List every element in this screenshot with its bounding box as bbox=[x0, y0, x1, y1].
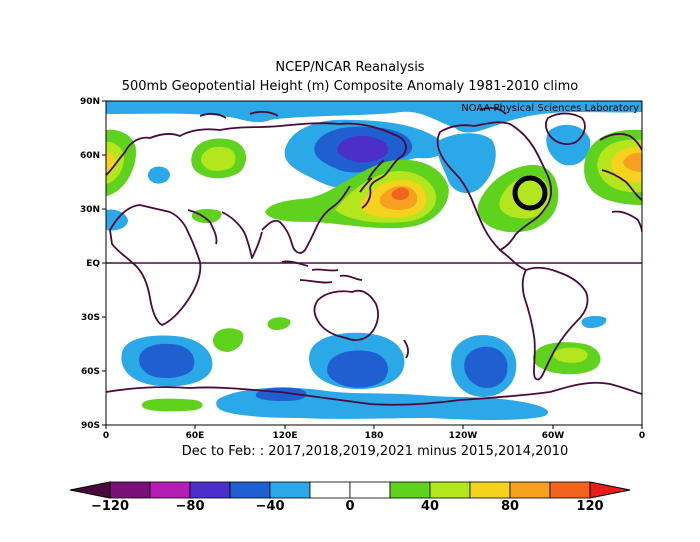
latitude-axis: 90N 60N 30N EQ 30S 60S 90S bbox=[80, 97, 106, 431]
coast-central-america bbox=[499, 249, 527, 271]
anomaly-pacific-core bbox=[391, 187, 410, 200]
coast-south-america bbox=[521, 266, 589, 381]
colorbar: −120 −80 −40 0 40 80 120 bbox=[69, 481, 631, 514]
colorbar-label: −120 bbox=[91, 499, 129, 514]
anomaly-antarctic-green bbox=[141, 398, 203, 412]
lon-tick-120e: 120E bbox=[273, 431, 298, 441]
lon-tick-120w: 120W bbox=[449, 431, 478, 441]
colorbar-segment bbox=[269, 481, 311, 499]
colorbar-segment bbox=[509, 481, 551, 499]
anomaly-atlantic-blue bbox=[546, 124, 591, 166]
anomaly-asia-lime bbox=[201, 146, 236, 171]
lat-tick-30s: 30S bbox=[81, 313, 100, 323]
highlight-ring bbox=[512, 175, 548, 211]
colorbar-label: 80 bbox=[501, 499, 519, 514]
colorbar-segment bbox=[229, 481, 271, 499]
anomaly-south-indian-mid bbox=[139, 343, 195, 378]
coast-antarctica bbox=[106, 381, 642, 406]
lat-tick-60n: 60N bbox=[80, 151, 100, 161]
lat-tick-30n: 30N bbox=[80, 205, 100, 215]
anomaly-mideast-green bbox=[191, 209, 222, 224]
colorbar-label: −80 bbox=[176, 499, 205, 514]
anomaly-polar-low-band bbox=[106, 101, 642, 133]
credit-label: NOAA Physical Sciences Laboratory bbox=[461, 103, 639, 114]
colorbar-high-arrow bbox=[589, 481, 631, 499]
anomaly-south-atl-lime bbox=[553, 347, 588, 363]
colorbar-segment bbox=[389, 481, 431, 499]
colorbar-segment bbox=[549, 481, 591, 499]
anomaly-indian-green bbox=[212, 328, 244, 352]
colorbar-label: −40 bbox=[256, 499, 285, 514]
colorbar-segment bbox=[429, 481, 471, 499]
coast-arabia-india bbox=[187, 209, 263, 259]
anomaly-south-pacific-mid bbox=[327, 350, 388, 388]
map-title: NCEP/NCAR Reanalysis bbox=[275, 60, 425, 75]
anomaly-sa-trop-blue bbox=[581, 315, 607, 328]
anomaly-alaska-blue bbox=[437, 133, 496, 194]
lat-tick-eq: EQ bbox=[86, 259, 100, 269]
lon-tick-180: 180 bbox=[365, 431, 384, 441]
lon-tick-60e: 60E bbox=[186, 431, 205, 441]
colorbar-segment bbox=[189, 481, 231, 499]
coast-australia bbox=[313, 289, 379, 341]
anomaly-pacific-trop-green bbox=[267, 317, 291, 330]
lat-tick-90n: 90N bbox=[80, 97, 100, 107]
lat-tick-90s: 90S bbox=[81, 421, 100, 431]
coast-europe-right bbox=[599, 133, 642, 201]
colorbar-label: 40 bbox=[421, 499, 439, 514]
coast-europe-africa bbox=[106, 122, 407, 209]
anomaly-sepac-mid bbox=[464, 346, 508, 388]
composite-description: Dec to Feb: : 2017,2018,2019,2021 minus … bbox=[181, 444, 569, 459]
colorbar-segment bbox=[309, 481, 351, 499]
colorbar-segment bbox=[349, 481, 391, 499]
colorbar-low-arrow bbox=[69, 481, 111, 499]
lat-tick-60s: 60S bbox=[81, 367, 100, 377]
coast-north-america bbox=[436, 121, 552, 251]
colorbar-segment bbox=[109, 481, 151, 499]
coast-japan bbox=[359, 159, 385, 193]
anomaly-europe-left-yellow bbox=[106, 152, 116, 175]
anomaly-med-blue bbox=[147, 166, 170, 184]
coast-se-asia bbox=[261, 185, 351, 254]
lon-tick-0: 0 bbox=[103, 431, 109, 441]
anomaly-siberia-core bbox=[337, 135, 389, 163]
anomaly-shading bbox=[106, 101, 642, 420]
lon-tick-0-right: 0 bbox=[639, 431, 645, 441]
colorbar-segment bbox=[149, 481, 191, 499]
lon-tick-60w: 60W bbox=[542, 431, 565, 441]
colorbar-label: 0 bbox=[345, 499, 354, 514]
coast-greenland bbox=[545, 112, 586, 145]
map-subtitle: 500mb Geopotential Height (m) Composite … bbox=[121, 79, 579, 94]
colorbar-label: 120 bbox=[576, 499, 603, 514]
colorbar-segment bbox=[469, 481, 511, 499]
coast-africa bbox=[109, 204, 202, 326]
anomaly-europe-orange bbox=[623, 152, 642, 172]
coast-new-zealand bbox=[403, 339, 410, 359]
coast-arctic-islands bbox=[199, 107, 507, 119]
longitude-axis: 0 60E 120E 180 120W 60W 0 bbox=[103, 425, 645, 441]
